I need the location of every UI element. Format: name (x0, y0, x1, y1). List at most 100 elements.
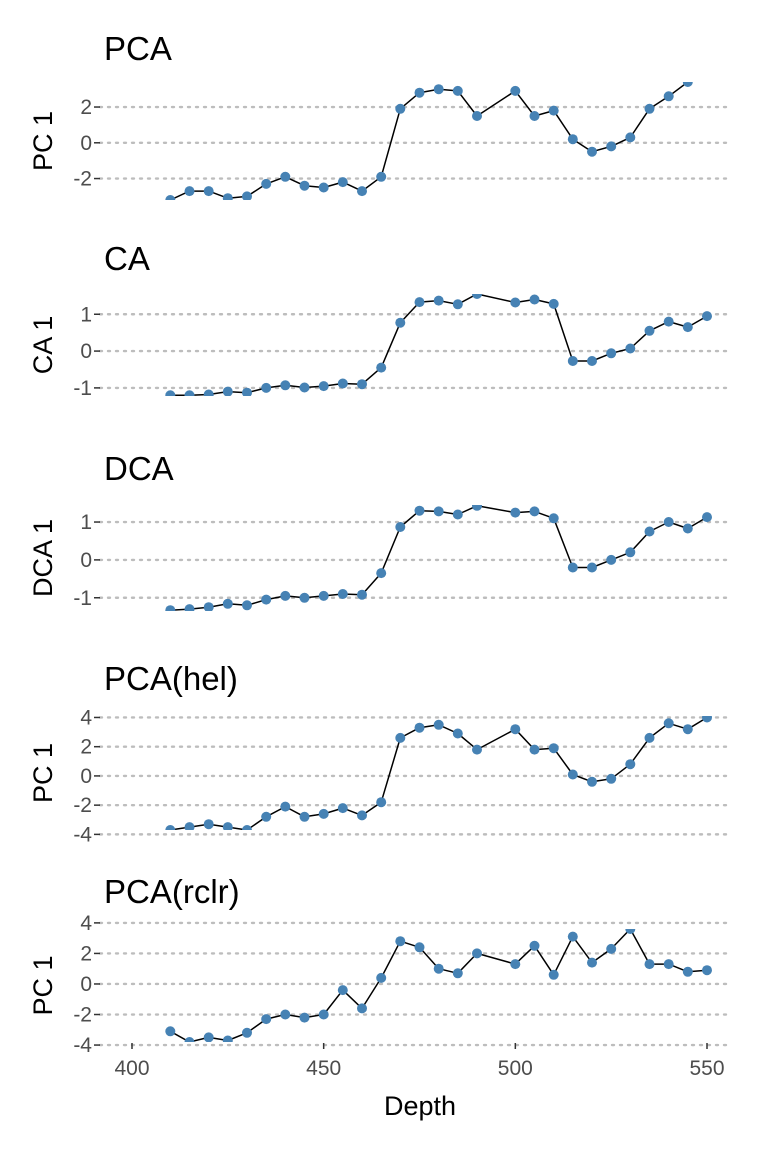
data-point (414, 722, 425, 733)
data-point (567, 134, 578, 145)
data-point (299, 382, 310, 393)
y-tick-label: -4 (73, 1034, 92, 1057)
data-point (510, 724, 521, 735)
series-line (169, 929, 708, 1042)
y-tick-label: 1 (80, 511, 92, 534)
data-point (280, 171, 291, 182)
data-point (337, 803, 348, 814)
data-point (318, 590, 329, 601)
data-point (472, 505, 482, 511)
data-point (548, 969, 559, 980)
data-point (242, 600, 252, 611)
data-point (414, 505, 425, 516)
data-point (261, 382, 272, 393)
data-point (280, 590, 291, 601)
data-point (414, 297, 425, 308)
data-point (510, 507, 521, 518)
data-point (222, 386, 233, 396)
y-tick-label: 2 (80, 942, 92, 965)
y-axis-label: PC 1 (28, 955, 58, 1015)
data-point (644, 732, 655, 743)
data-point (625, 343, 636, 354)
data-point (357, 1003, 367, 1014)
plot-area (165, 716, 712, 830)
data-point (414, 942, 425, 953)
data-point (433, 719, 444, 730)
data-point (357, 589, 367, 600)
data-point (625, 929, 636, 934)
data-point (587, 776, 597, 787)
series-line (169, 82, 689, 200)
data-point (299, 811, 310, 822)
data-point (242, 1027, 252, 1038)
data-point (184, 822, 195, 830)
data-point (702, 311, 712, 322)
series-line (170, 716, 708, 830)
data-point (165, 825, 176, 830)
plot-area (165, 929, 712, 1042)
y-tick-label: -1 (73, 587, 92, 610)
panel-0: PCA PC 1 -2 0 2 (28, 30, 734, 200)
data-point (606, 348, 617, 359)
data-point (587, 356, 597, 366)
y-tick-label: 0 (80, 132, 92, 155)
panel-1: CA CA 1 -1 0 1 (28, 240, 734, 400)
data-point (395, 103, 406, 114)
data-point (682, 322, 693, 333)
panel-4: PCA(rclr) PC 1 -4 -2 0 2 4 400 450 500 550 Depth (28, 873, 734, 1121)
data-point (548, 298, 559, 309)
data-point (606, 141, 617, 152)
data-point (567, 769, 578, 780)
data-point (663, 959, 674, 970)
data-point (606, 773, 617, 784)
data-point (203, 602, 214, 611)
data-point (644, 959, 655, 970)
data-point (280, 801, 291, 812)
plot-area (165, 82, 693, 200)
data-point (242, 825, 252, 830)
data-point (165, 390, 176, 396)
data-point (357, 186, 367, 197)
data-point (357, 810, 367, 821)
data-point (644, 526, 655, 537)
y-tick-label: -2 (73, 168, 92, 191)
data-point (299, 592, 310, 603)
plot-area (165, 505, 712, 611)
data-point (702, 965, 712, 976)
data-point (222, 1035, 233, 1042)
panel-title: PCA(hel) (104, 660, 238, 697)
data-point (548, 513, 559, 524)
data-point (472, 744, 482, 755)
y-axis-label: CA 1 (28, 316, 58, 375)
data-point (663, 316, 674, 327)
y-tick-label: -2 (73, 794, 92, 817)
data-point (242, 387, 252, 396)
data-point (433, 963, 444, 974)
data-point (395, 522, 406, 532)
data-point (184, 186, 195, 197)
data-point (299, 1012, 310, 1023)
y-tick-label: -4 (73, 823, 92, 846)
plot-area (165, 294, 712, 396)
data-point (395, 317, 406, 328)
panel-3: PCA(hel) PC 1 -4 -2 0 2 4 (28, 660, 734, 846)
data-point (395, 732, 406, 743)
data-point (702, 512, 712, 523)
data-point (510, 85, 521, 96)
panel-title: CA (104, 240, 150, 277)
data-point (261, 594, 272, 605)
data-point (510, 297, 521, 308)
data-point (682, 724, 693, 735)
series-line (170, 294, 708, 396)
data-point (165, 1026, 176, 1037)
data-point (663, 517, 674, 527)
data-point (663, 91, 674, 102)
y-tick-label: 0 (80, 549, 92, 572)
y-axis-label: PC 1 (28, 111, 58, 171)
data-point (682, 82, 693, 87)
data-point (433, 506, 444, 517)
data-point (222, 193, 233, 200)
data-point (222, 598, 233, 609)
x-tick-label: 550 (689, 1057, 724, 1080)
